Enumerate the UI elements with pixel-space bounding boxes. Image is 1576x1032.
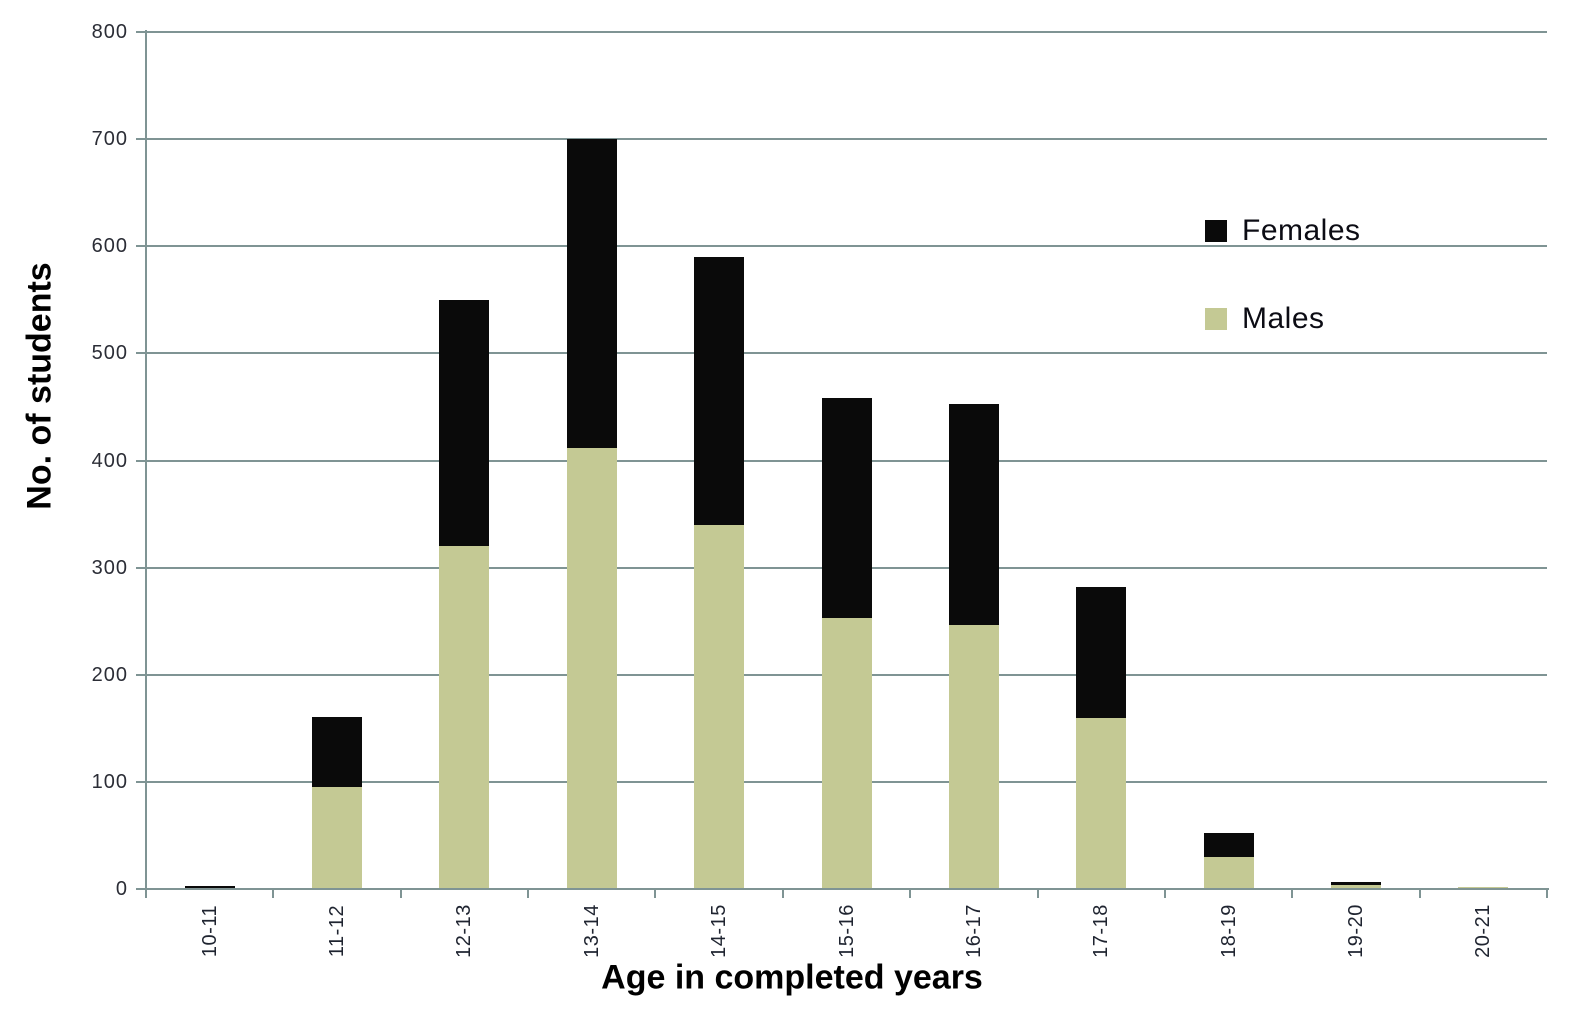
y-axis-tick	[136, 781, 146, 783]
x-tick-label: 10-11	[199, 904, 221, 958]
y-tick-label: 700	[91, 128, 128, 150]
legend: Females Males	[1205, 209, 1361, 341]
x-tick-label: 16-17	[963, 904, 985, 958]
x-axis-tick	[1291, 890, 1293, 898]
x-axis-tick	[1419, 890, 1421, 898]
bar-males-segment	[312, 786, 362, 889]
y-axis-tick	[136, 460, 146, 462]
x-tick-label: 18-19	[1218, 904, 1240, 958]
y-axis-line	[145, 30, 147, 891]
bar-females-segment	[694, 257, 744, 525]
x-tick-label: 14-15	[708, 904, 730, 958]
gridline	[146, 352, 1547, 354]
bar-males-segment	[439, 546, 489, 889]
x-axis-tick	[654, 890, 656, 898]
y-tick-label: 400	[91, 450, 128, 472]
bar-females-segment	[822, 398, 872, 618]
bar-males-segment	[822, 618, 872, 889]
y-tick-label: 800	[91, 21, 128, 43]
x-axis-tick	[782, 890, 784, 898]
legend-label-males: Males	[1242, 302, 1325, 335]
y-tick-label: 100	[91, 771, 128, 793]
x-tick-label: 20-21	[1472, 904, 1494, 958]
y-tick-label: 500	[91, 342, 128, 364]
x-tick-label: 11-12	[326, 904, 348, 958]
x-axis-title: Age in completed years	[601, 958, 983, 997]
y-tick-label: 300	[91, 557, 128, 579]
bar-females-segment	[567, 139, 617, 448]
bar-males-segment	[1076, 718, 1126, 889]
y-axis-tick	[136, 31, 146, 33]
bar-males-segment	[1331, 885, 1381, 889]
bar-females-segment	[949, 404, 999, 625]
x-tick-label: 19-20	[1345, 904, 1367, 958]
gridline	[146, 245, 1547, 247]
bar-females-segment	[439, 300, 489, 546]
bar-females-segment	[185, 886, 235, 888]
x-axis-line	[145, 888, 1549, 890]
x-tick-label: 12-13	[453, 904, 475, 958]
x-axis-tick	[400, 890, 402, 898]
y-axis-tick	[136, 138, 146, 140]
x-axis-tick	[272, 890, 274, 898]
y-axis-title: No. of students	[20, 262, 59, 510]
bar-males-segment	[567, 448, 617, 889]
bar-females-segment	[1204, 833, 1254, 857]
y-axis-tick	[136, 888, 146, 890]
y-tick-label: 0	[115, 878, 128, 900]
y-axis-tick	[136, 352, 146, 354]
bar-females-segment	[312, 717, 362, 787]
x-axis-tick	[1546, 890, 1548, 898]
x-axis-tick	[909, 890, 911, 898]
legend-item-males: Males	[1205, 297, 1361, 341]
x-axis-tick	[145, 890, 147, 898]
bar-males-segment	[694, 525, 744, 889]
bar-females-segment	[1331, 882, 1381, 885]
bar-females-segment	[1076, 587, 1126, 718]
y-axis-tick	[136, 245, 146, 247]
gridline	[146, 31, 1547, 33]
bar-males-segment	[949, 624, 999, 889]
males-swatch	[1205, 308, 1227, 330]
x-tick-label: 13-14	[581, 904, 603, 958]
y-axis-tick	[136, 674, 146, 676]
females-swatch	[1205, 220, 1227, 242]
x-axis-tick	[527, 890, 529, 898]
bar-males-segment	[1204, 857, 1254, 889]
legend-item-females: Females	[1205, 209, 1361, 253]
gridline	[146, 138, 1547, 140]
x-axis-tick	[1037, 890, 1039, 898]
x-tick-label: 17-18	[1090, 904, 1112, 958]
y-axis-tick	[136, 567, 146, 569]
y-tick-label: 600	[91, 235, 128, 257]
legend-label-females: Females	[1242, 214, 1361, 247]
x-tick-label: 15-16	[836, 904, 858, 958]
x-axis-tick	[1164, 890, 1166, 898]
y-tick-label: 200	[91, 664, 128, 686]
